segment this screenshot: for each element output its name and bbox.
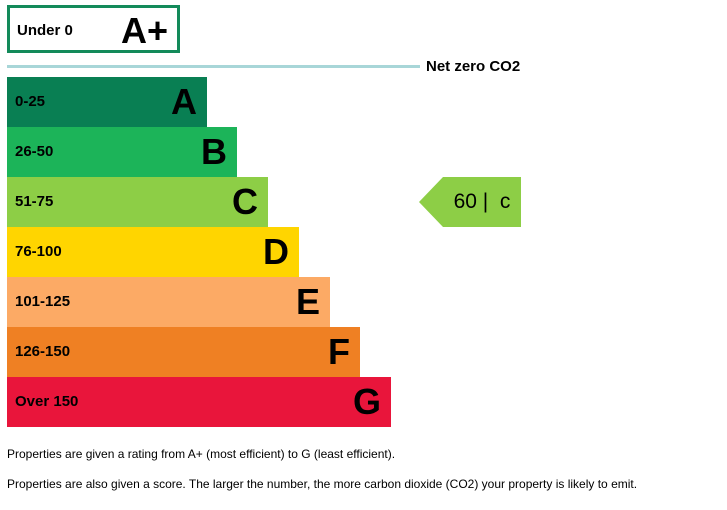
band-a-letter: A [171,81,197,122]
current-rating-score: 60 | c [453,190,511,213]
band-a-plus: Under 0 A+ [7,5,180,53]
band-g: Over 150 G [7,377,391,427]
score-note: Properties are also given a score. The l… [7,477,638,491]
band-f: 126-150 F [7,327,360,377]
band-d-letter: D [263,231,289,272]
net-zero-line [7,65,420,68]
band-a-range: 0-25 [15,93,46,110]
band-b-range: 26-50 [15,143,54,160]
band-a-plus-letter: A+ [120,10,168,51]
net-zero-label: Net zero CO2 [426,58,521,75]
band-d: 76-100 D [7,227,299,277]
band-b: 26-50 B [7,127,237,177]
band-e-letter: E [295,281,320,322]
band-a-plus-range: Under 0 [17,22,73,39]
current-rating-arrow [419,177,521,227]
band-e-range: 101-125 [15,293,71,310]
band-g-letter: G [352,381,381,422]
band-d-range: 76-100 [15,243,62,260]
current-rating-pointer: 60 | c [419,177,521,227]
band-a: 0-25 A [7,77,207,127]
band-f-range: 126-150 [15,343,71,360]
rating-note: Properties are given a rating from A+ (m… [7,447,396,461]
band-b-letter: B [201,131,227,172]
band-c-range: 51-75 [15,193,54,210]
band-c: 51-75 C [7,177,268,227]
band-g-range: Over 150 [15,393,79,410]
band-f-letter: F [328,331,350,372]
band-c-letter: C [232,181,258,222]
band-e: 101-125 E [7,277,330,327]
